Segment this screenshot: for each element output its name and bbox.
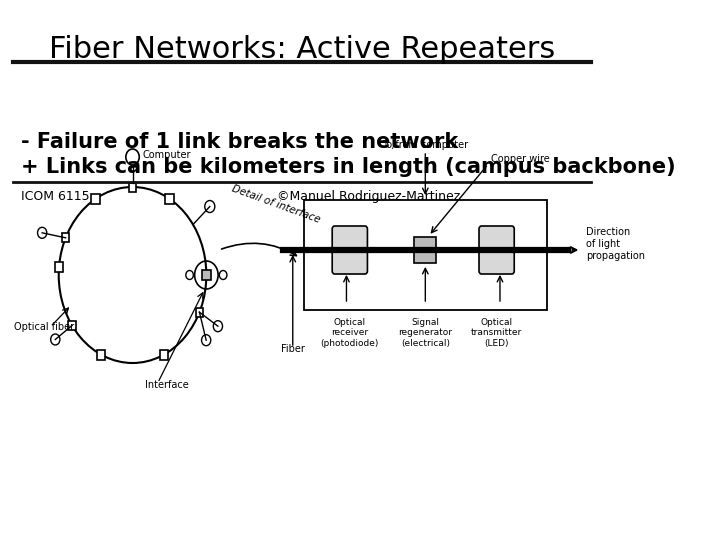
FancyBboxPatch shape — [332, 226, 367, 274]
Text: To/from computer: To/from computer — [382, 140, 469, 150]
Text: Fiber Networks: Active Repeaters: Fiber Networks: Active Repeaters — [49, 35, 555, 64]
FancyBboxPatch shape — [479, 226, 514, 274]
Text: Optical fiber: Optical fiber — [14, 322, 73, 332]
Bar — [68, 321, 76, 330]
Text: Signal
regenerator
(electrical): Signal regenerator (electrical) — [398, 318, 452, 348]
Text: - Failure of 1 link breaks the network: - Failure of 1 link breaks the network — [21, 132, 458, 152]
Bar — [62, 233, 69, 242]
Bar — [415, 237, 436, 263]
Text: Optical
transmitter
(LED): Optical transmitter (LED) — [471, 318, 522, 348]
Text: Computer: Computer — [143, 150, 191, 160]
Text: Interface: Interface — [145, 380, 189, 390]
Text: Optical
receiver
(photodiode): Optical receiver (photodiode) — [320, 318, 379, 348]
Bar — [304, 200, 547, 310]
Bar — [202, 270, 210, 280]
Text: Detail of interface: Detail of interface — [230, 184, 321, 225]
Text: ©Manuel Rodriguez-Martinez: ©Manuel Rodriguez-Martinez — [276, 190, 460, 203]
Bar — [196, 308, 203, 316]
Text: Fiber: Fiber — [281, 344, 305, 354]
Text: Copper wire: Copper wire — [491, 154, 549, 164]
Bar — [129, 183, 136, 192]
Text: Direction
of light
propagation: Direction of light propagation — [586, 227, 645, 261]
Text: + Links can be kilometers in length (campus backbone): + Links can be kilometers in length (cam… — [21, 157, 675, 177]
Text: ICOM 6115: ICOM 6115 — [21, 190, 89, 203]
